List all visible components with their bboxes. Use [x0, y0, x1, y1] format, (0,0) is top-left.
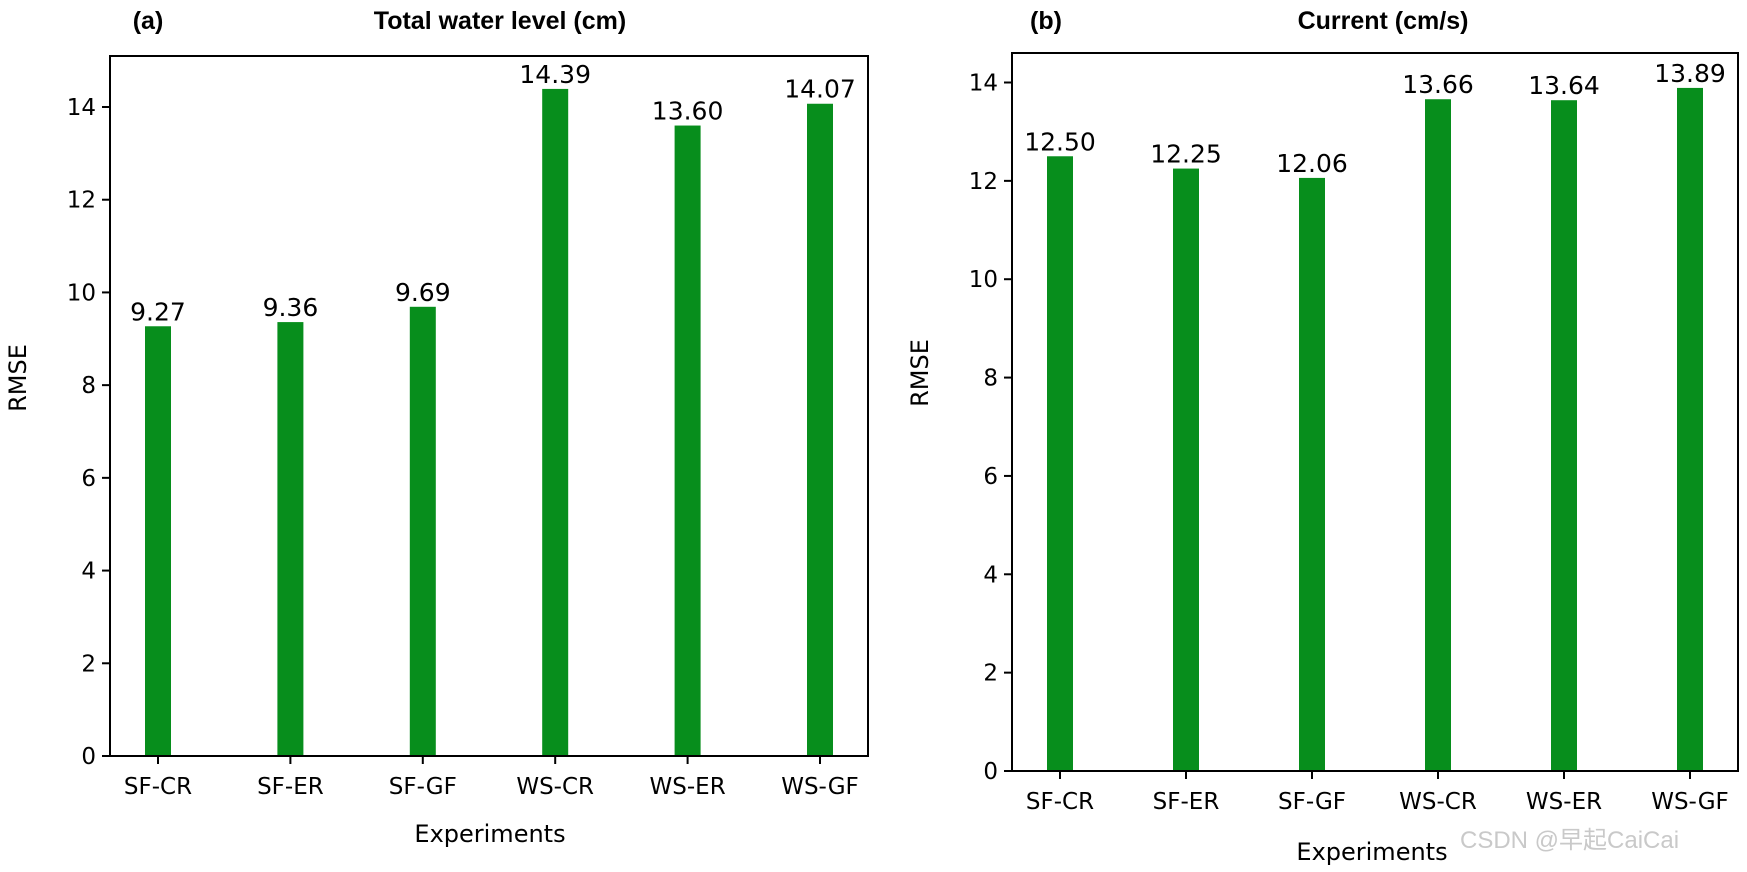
data-label: 14.07 [784, 75, 856, 104]
x-axis-label: Experiments [414, 820, 565, 848]
y-tick-label: 4 [81, 559, 96, 585]
y-tick-label: 10 [969, 267, 998, 293]
data-label: 12.06 [1276, 149, 1348, 178]
panel-label: (b) [1030, 7, 1062, 35]
y-tick-label: 2 [81, 651, 96, 677]
y-tick-label: 10 [67, 280, 96, 306]
x-tick-label: SF-CR [124, 774, 192, 800]
x-tick-label: WS-GF [1651, 789, 1729, 815]
data-label: 13.89 [1654, 59, 1726, 88]
panel-label: (a) [133, 7, 164, 35]
bar [1173, 168, 1199, 772]
bar [674, 125, 701, 756]
y-tick-label: 0 [983, 759, 998, 785]
y-tick-label: 12 [969, 169, 998, 195]
y-tick-label: 6 [81, 466, 96, 492]
x-tick-label: WS-ER [1526, 789, 1602, 815]
data-label: 12.50 [1024, 127, 1096, 156]
chart-panel-a: (a) Total water level (cm) RMSE Experime… [4, 7, 869, 848]
data-label: 9.27 [130, 297, 186, 326]
y-tick-label: 14 [969, 71, 998, 97]
y-axis-label: RMSE [906, 339, 934, 407]
x-tick-label: SF-ER [257, 774, 324, 800]
data-label: 12.25 [1150, 140, 1222, 169]
x-tick-label: WS-CR [516, 774, 594, 800]
x-tick-label: SF-GF [1278, 789, 1346, 815]
bar [1551, 100, 1577, 772]
data-label: 9.36 [263, 293, 319, 322]
x-tick-label: SF-GF [389, 774, 457, 800]
y-tick-label: 6 [983, 464, 998, 490]
bar [1677, 87, 1703, 771]
x-axis-label: Experiments [1296, 838, 1447, 866]
y-axis-label: RMSE [4, 344, 32, 412]
x-tick-label: SF-CR [1026, 789, 1094, 815]
chart-title: Total water level (cm) [374, 7, 626, 35]
y-tick-label: 8 [81, 373, 96, 399]
y-tick-label: 8 [983, 366, 998, 392]
plot-frame [109, 55, 869, 757]
data-label: 13.66 [1402, 70, 1474, 99]
bar [1425, 99, 1451, 771]
y-tick-label: 2 [983, 661, 998, 687]
x-tick-label: WS-ER [650, 774, 726, 800]
bar [1299, 177, 1325, 771]
x-tick-label: WS-GF [781, 774, 859, 800]
y-tick-label: 14 [67, 95, 96, 121]
bar [409, 306, 436, 756]
data-label: 13.64 [1528, 71, 1600, 100]
bar [542, 88, 569, 756]
data-label: 9.69 [395, 278, 451, 307]
watermark: CSDN @早起CaiCai [1460, 827, 1679, 854]
chart-panel-b: (b) Current (cm/s) RMSE Experiments 0 2 4 6… [906, 7, 1739, 866]
chart-title: Current (cm/s) [1298, 7, 1469, 35]
bar [1047, 156, 1073, 771]
bar [145, 326, 171, 756]
y-tick-label: 0 [81, 744, 96, 770]
x-tick-label: WS-CR [1399, 789, 1477, 815]
y-tick-label: 12 [67, 188, 96, 214]
bar [807, 103, 833, 756]
bar [277, 322, 304, 756]
x-tick-label: SF-ER [1153, 789, 1220, 815]
plot-frame [1011, 52, 1739, 772]
y-tick-label: 4 [983, 562, 998, 588]
data-label: 14.39 [519, 60, 591, 89]
data-label: 13.60 [652, 97, 724, 126]
